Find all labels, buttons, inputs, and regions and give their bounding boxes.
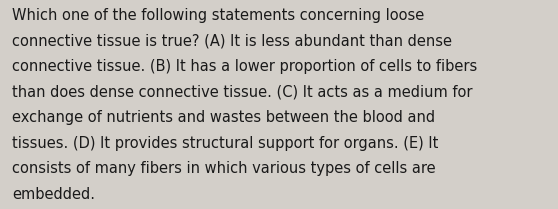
Text: Which one of the following statements concerning loose: Which one of the following statements co… <box>12 8 425 23</box>
Text: connective tissue is true? (A) It is less abundant than dense: connective tissue is true? (A) It is les… <box>12 34 453 49</box>
Text: exchange of nutrients and wastes between the blood and: exchange of nutrients and wastes between… <box>12 110 435 125</box>
Text: tissues. (D) It provides structural support for organs. (E) It: tissues. (D) It provides structural supp… <box>12 136 439 151</box>
Text: connective tissue. (B) It has a lower proportion of cells to fibers: connective tissue. (B) It has a lower pr… <box>12 59 478 74</box>
Text: embedded.: embedded. <box>12 187 95 202</box>
Text: consists of many fibers in which various types of cells are: consists of many fibers in which various… <box>12 161 436 176</box>
Text: than does dense connective tissue. (C) It acts as a medium for: than does dense connective tissue. (C) I… <box>12 85 473 100</box>
